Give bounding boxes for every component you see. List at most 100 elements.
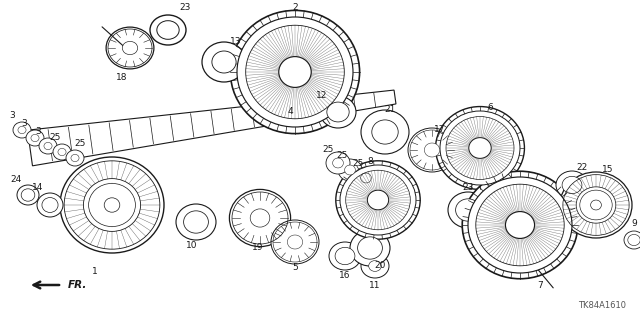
Ellipse shape [424,143,440,157]
Ellipse shape [340,165,416,235]
Ellipse shape [26,130,44,146]
Ellipse shape [287,235,303,249]
Ellipse shape [591,200,602,210]
Ellipse shape [184,211,209,233]
Ellipse shape [360,173,371,183]
Ellipse shape [468,138,492,158]
Ellipse shape [468,177,572,273]
Text: 22: 22 [577,164,588,172]
Ellipse shape [17,185,39,205]
Text: 1: 1 [92,268,98,276]
Text: 24: 24 [10,175,22,185]
Text: 15: 15 [602,165,614,174]
Ellipse shape [39,138,57,154]
Ellipse shape [320,96,356,128]
Text: 8: 8 [367,157,373,166]
Ellipse shape [71,154,79,162]
Ellipse shape [329,242,361,270]
Ellipse shape [336,161,420,239]
Ellipse shape [560,172,632,238]
Ellipse shape [580,190,612,220]
Ellipse shape [628,235,640,245]
Text: 9: 9 [631,220,637,228]
Ellipse shape [367,190,388,210]
Ellipse shape [157,21,179,39]
Ellipse shape [462,171,578,279]
Text: 25: 25 [49,133,61,142]
Ellipse shape [358,237,383,259]
Text: 12: 12 [316,92,328,100]
Text: 11: 11 [369,282,381,291]
Ellipse shape [53,144,71,160]
Ellipse shape [106,27,154,69]
Ellipse shape [176,204,216,240]
Ellipse shape [271,220,319,264]
Ellipse shape [372,120,398,144]
Ellipse shape [506,212,534,238]
Text: 2: 2 [292,4,298,12]
Ellipse shape [83,179,141,231]
Ellipse shape [333,158,344,168]
Ellipse shape [13,122,31,138]
Ellipse shape [42,197,58,212]
Text: 4: 4 [287,108,293,116]
Ellipse shape [440,111,520,185]
Ellipse shape [448,192,488,228]
Ellipse shape [18,126,26,134]
Ellipse shape [456,199,481,221]
Text: 10: 10 [186,242,198,251]
Ellipse shape [88,183,136,227]
Ellipse shape [31,134,39,141]
Ellipse shape [361,110,409,154]
Ellipse shape [212,51,236,73]
Ellipse shape [408,128,456,172]
Text: 25: 25 [323,146,333,155]
Text: 23: 23 [179,4,191,12]
Ellipse shape [624,231,640,249]
Ellipse shape [338,159,362,181]
Ellipse shape [21,189,35,201]
Text: 5: 5 [292,263,298,273]
Ellipse shape [250,209,270,227]
Ellipse shape [150,15,186,45]
Ellipse shape [350,230,390,266]
Text: 25: 25 [74,140,86,148]
Ellipse shape [122,41,138,55]
Text: 3: 3 [9,111,15,121]
Ellipse shape [202,42,246,82]
Text: 6: 6 [487,103,493,113]
Ellipse shape [66,150,84,166]
Ellipse shape [237,17,353,127]
Ellipse shape [576,187,616,223]
Text: 25: 25 [352,158,364,167]
Ellipse shape [230,10,360,134]
Ellipse shape [562,176,582,194]
Text: 21: 21 [384,106,396,115]
Text: FR.: FR. [68,280,88,290]
Text: 7: 7 [537,281,543,290]
Ellipse shape [44,142,52,149]
Ellipse shape [58,148,66,156]
Text: 16: 16 [339,271,351,281]
Text: 23: 23 [462,183,474,193]
Text: 3: 3 [21,119,27,129]
Text: 17: 17 [435,125,445,134]
Text: 19: 19 [252,244,264,252]
Ellipse shape [279,57,311,87]
Ellipse shape [104,198,120,212]
Polygon shape [28,90,396,166]
Text: 20: 20 [374,261,386,270]
Ellipse shape [37,193,63,217]
Ellipse shape [335,247,355,265]
Ellipse shape [229,189,291,247]
Text: TK84A1610: TK84A1610 [578,301,626,310]
Ellipse shape [60,157,164,253]
Ellipse shape [344,165,355,175]
Ellipse shape [361,254,389,278]
Text: 13: 13 [230,37,242,46]
Ellipse shape [436,107,524,189]
Ellipse shape [556,171,588,199]
Text: 14: 14 [32,183,44,193]
Text: 25: 25 [336,151,348,161]
Ellipse shape [326,152,350,174]
